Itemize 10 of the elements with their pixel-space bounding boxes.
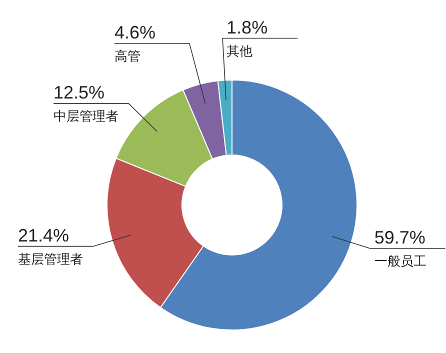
data-label: 59.7% xyxy=(374,228,426,248)
data-label: 21.4% xyxy=(18,225,70,246)
slice-label: 基层管理者 xyxy=(18,251,84,266)
slice-label: 高管 xyxy=(114,48,140,64)
data-label: 12.5% xyxy=(54,82,105,102)
slice-label: 其他 xyxy=(226,43,253,58)
slice-label: 中层管理者 xyxy=(54,108,119,124)
data-label: 4.6% xyxy=(114,22,156,43)
data-label: 1.8% xyxy=(226,17,268,38)
slice-label: 一般员工 xyxy=(374,254,426,269)
